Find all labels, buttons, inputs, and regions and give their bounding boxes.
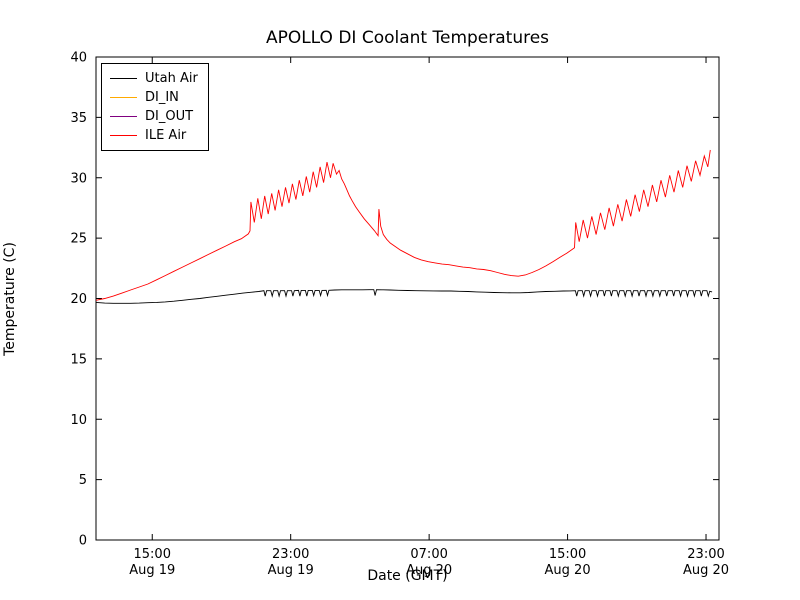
x-tick-label-time: 15:00 [134,547,171,562]
y-tick-label: 0 [79,534,87,549]
y-axis-label: Temperature (C) [2,242,18,356]
y-tick-label: 10 [70,413,87,428]
legend-entry-ile-air: ILE Air [110,126,198,145]
legend-label: ILE Air [145,127,187,143]
y-tick-label: 20 [70,292,87,307]
series-line-ile-air [95,149,711,301]
x-tick-label-time: 23:00 [687,547,724,562]
x-tick-label-date: Aug 19 [268,563,314,578]
chart-title: APOLLO DI Coolant Temperatures [265,28,550,48]
legend-entry-utah-air: Utah Air [110,69,198,88]
legend-line-sample [110,78,137,79]
series-line-utah-air [95,289,713,304]
legend-label: DI_OUT [145,108,194,124]
y-tick-label: 5 [79,473,87,488]
x-axis-label: Date (GMT) [367,568,448,584]
y-tick-label: 35 [70,111,87,126]
legend: Utah Air DI_IN DI_OUT ILE Air [101,63,209,151]
legend-label: DI_IN [145,89,179,105]
x-tick-label-time: 07:00 [410,547,447,562]
x-tick-label-date: Aug 20 [545,563,591,578]
y-tick-label: 15 [70,352,87,367]
legend-label: Utah Air [145,70,198,86]
x-tick-label-time: 23:00 [272,547,309,562]
legend-entry-di-out: DI_OUT [110,107,198,126]
legend-line-sample [110,116,137,117]
y-tick-label: 25 [70,232,87,247]
x-tick-label-date: Aug 20 [406,563,452,578]
legend-entry-di-in: DI_IN [110,88,198,107]
y-tick-label: 30 [70,171,87,186]
legend-line-sample [110,135,137,136]
legend-line-sample [110,97,137,98]
x-tick-label-date: Aug 20 [683,563,729,578]
x-tick-label-time: 15:00 [549,547,586,562]
x-tick-label-date: Aug 19 [129,563,175,578]
y-tick-label: 40 [70,51,87,66]
